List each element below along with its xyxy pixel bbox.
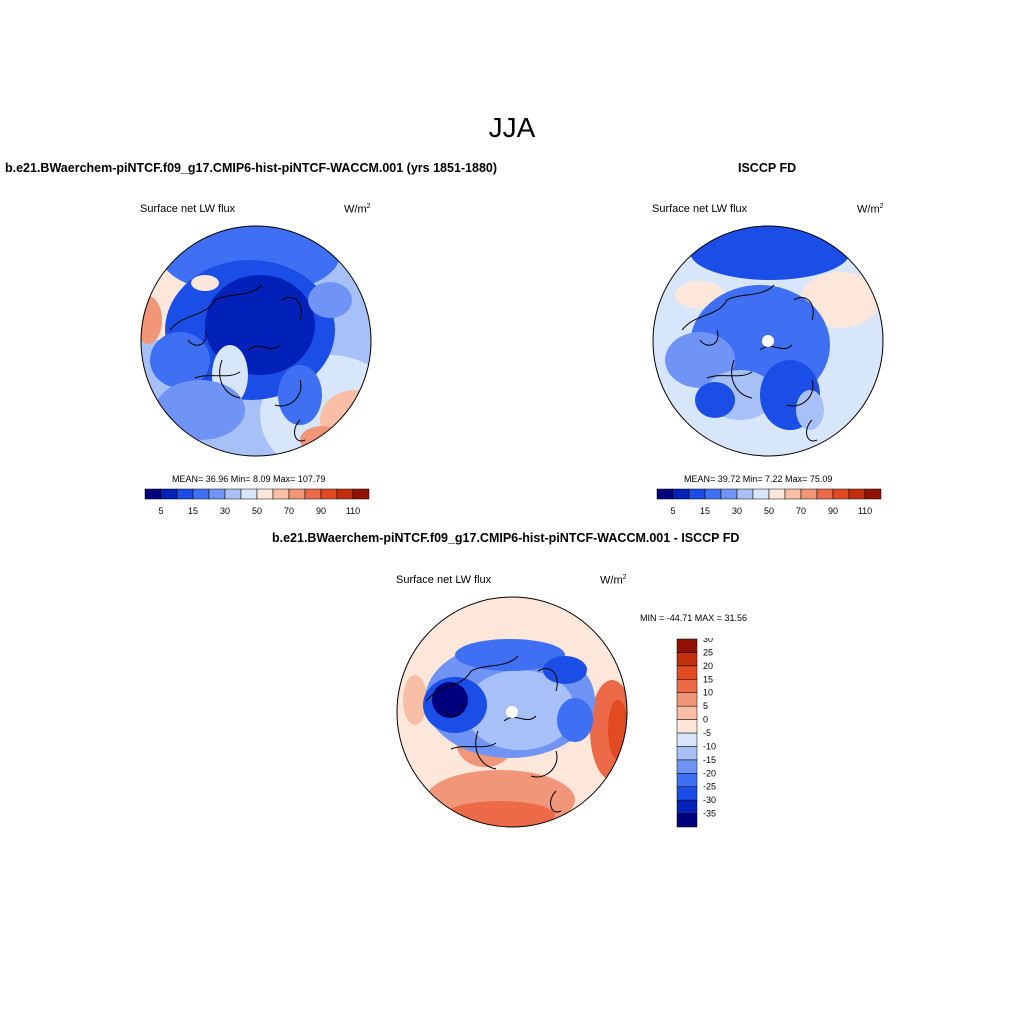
panel-3-colorbar-tick-label: -25	[703, 782, 716, 792]
panel-3-pole-gap	[506, 706, 518, 718]
panel-2-polar-map	[652, 225, 884, 457]
panel-2-colorbar-tick-label: 50	[764, 506, 774, 516]
panel-3-colorbar-tick-label: -15	[703, 755, 716, 765]
panel-1-units: W/m2	[344, 203, 371, 216]
panel-3-colorbar-tick-label: 10	[703, 688, 713, 698]
panel-2-colorbar-swatch	[816, 488, 834, 500]
panel-3-title: b.e21.BWaerchem-piNTCF.f09_g17.CMIP6-his…	[272, 531, 740, 545]
panel-2-colorbar-tick-label: 90	[828, 506, 838, 516]
panel-1-title: b.e21.BWaerchem-piNTCF.f09_g17.CMIP6-his…	[5, 161, 498, 175]
panel-2-colorbar-swatch	[800, 488, 818, 500]
panel-2-colorbar: 51530507090110130	[656, 488, 882, 516]
panel-1-colorbar-tick-label: 90	[316, 506, 326, 516]
panel-2-colorbar-swatch	[720, 488, 738, 500]
panel-2-colorbar-swatch	[656, 488, 674, 500]
panel-3-units: W/m2	[600, 574, 627, 587]
panel-2-colorbar-swatch	[864, 488, 882, 500]
panel-2-variable: Surface net LW flux	[652, 203, 748, 215]
panel-2-colorbar-tick-label: 30	[732, 506, 742, 516]
panel-1-colorbar-swatch	[144, 488, 162, 500]
panel-1-colorbar-swatch	[352, 488, 370, 500]
panel-3-colorbar-tick-label: 0	[703, 715, 708, 725]
panel-2-colorbar-swatch	[688, 488, 706, 500]
panel-3-colorbar-swatch	[676, 692, 698, 707]
panel-3-colorbar-swatch	[676, 705, 698, 720]
panel-2-colorbar-swatch	[832, 488, 850, 500]
panel-2-colorbar-tick-label: 110	[858, 506, 872, 516]
panel-3-colorbar-tick-label: 20	[703, 661, 713, 671]
panel-1-stats: MEAN= 36.96 Min= 8.09 Max= 107.79	[172, 474, 326, 484]
panel-3-colorbar-tick-label: -10	[703, 741, 716, 751]
panel-1-colorbar-tick-label: 50	[252, 506, 262, 516]
panel-3-colorbar-swatch	[676, 813, 698, 828]
panel-1-colorbar-swatch	[224, 488, 242, 500]
panel-1-colorbar-tick-label: 110	[346, 506, 360, 516]
panel-2-pole-gap	[762, 335, 774, 347]
panel-3-colorbar-tick-label: -5	[703, 728, 711, 738]
panel-3-colorbar-swatch	[676, 679, 698, 693]
panel-3-colorbar-tick-label: 15	[703, 674, 713, 684]
panel-2-colorbar-tick-label: 70	[796, 506, 806, 516]
panel-2-title: ISCCP FD	[738, 161, 797, 175]
panel-3-colorbar-swatch	[676, 665, 698, 680]
panel-3-colorbar-tick-label: 25	[703, 647, 713, 657]
panel-1-colorbar-swatch	[288, 488, 306, 500]
panel-2-colorbar-tick-label: 5	[670, 506, 675, 516]
panel-3-variable: Surface net LW flux	[396, 574, 492, 586]
panel-1-colorbar-swatch	[176, 488, 194, 500]
panel-2-colorbar-swatch	[704, 488, 722, 500]
panel-2-colorbar-swatch	[752, 488, 770, 500]
panel-1-colorbar-tick-label: 5	[158, 506, 163, 516]
panel-1-colorbar-swatch	[208, 488, 226, 500]
panel-3-colorbar-swatch	[676, 786, 698, 801]
panel-2-colorbar-swatch	[768, 488, 786, 500]
panel-1-colorbar: 51530507090110130	[144, 488, 370, 516]
panel-3-stats: MIN = -44.71 MAX = 31.56	[640, 613, 748, 623]
panel-2-colorbar-swatch	[784, 488, 802, 500]
panel-1-colorbar-swatch	[304, 488, 322, 500]
panel-2-colorbar-tick-label: 15	[700, 506, 710, 516]
panel-1-colorbar-swatch	[320, 488, 338, 500]
panel-3-polar-map	[396, 596, 628, 828]
panel-1-colorbar-swatch	[160, 488, 178, 500]
panel-2-colorbar-swatch	[672, 488, 690, 500]
panel-1-colorbar-tick-label: 15	[188, 506, 198, 516]
panel-1-colorbar-tick-label: 70	[284, 506, 294, 516]
panel-3-colorbar-swatch	[676, 732, 698, 747]
panel-2-colorbar-swatch	[736, 488, 754, 500]
panel-3-colorbar-swatch	[676, 719, 698, 734]
panel-1-colorbar-swatch	[272, 488, 290, 500]
panel-3-colorbar-swatch	[676, 799, 698, 814]
panel-3-colorbar-tick-label: 5	[703, 701, 708, 711]
panel-1-polar-map	[140, 225, 372, 457]
panel-3-colorbar: -35-30-25-20-15-10-505101520253035	[676, 638, 716, 828]
panel-1-variable: Surface net LW flux	[140, 203, 236, 215]
panel-1-colorbar-swatch	[336, 488, 354, 500]
panel-3-colorbar-tick-label: -20	[703, 768, 716, 778]
panel-3-colorbar-swatch	[676, 773, 698, 787]
panel-3-colorbar-tick-label: 30	[703, 638, 713, 644]
panel-3-colorbar-swatch	[676, 638, 698, 653]
panel-3-colorbar-swatch	[676, 652, 698, 667]
panel-1-colorbar-tick-label: 30	[220, 506, 230, 516]
panel-1-colorbar-swatch	[240, 488, 258, 500]
panel-3-colorbar-swatch	[676, 746, 698, 761]
panel-3-colorbar-tick-label: -35	[703, 809, 716, 819]
panel-2-units: W/m2	[857, 203, 884, 216]
panel-1-colorbar-swatch	[192, 488, 210, 500]
panel-3-colorbar-tick-label: -30	[703, 795, 716, 805]
panel-1-colorbar-swatch	[256, 488, 274, 500]
figure-title: JJA	[488, 112, 536, 143]
panel-3-colorbar-swatch	[676, 759, 698, 774]
panel-2-colorbar-swatch	[848, 488, 866, 500]
panel-2-stats: MEAN= 39.72 Min= 7.22 Max= 75.09	[684, 474, 833, 484]
